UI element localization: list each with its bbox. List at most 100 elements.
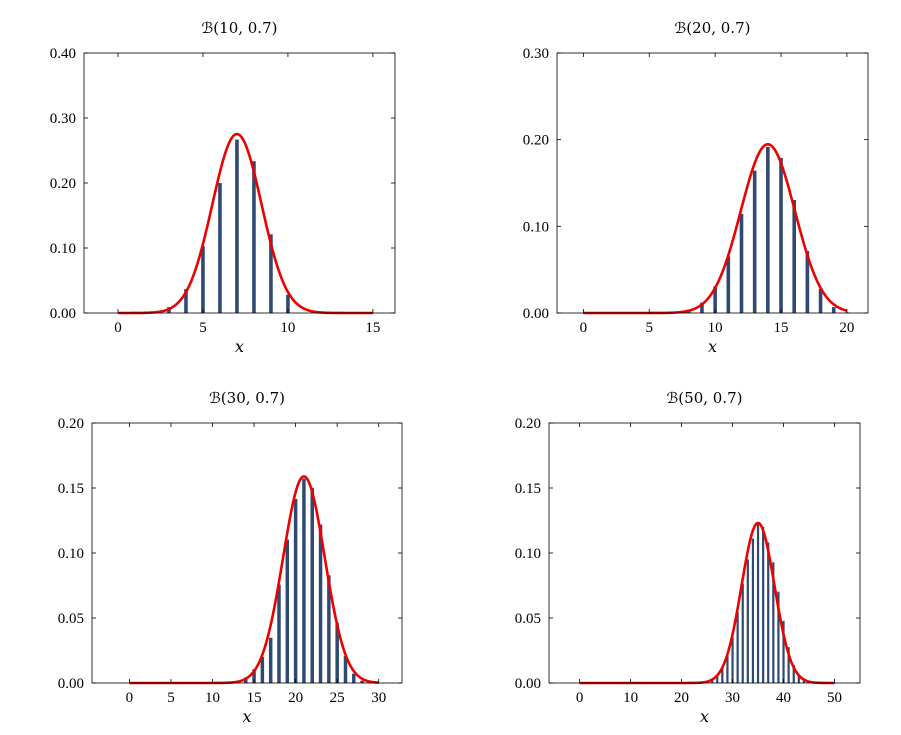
x-tick-label: 10 [708,320,723,336]
bar-x-44 [802,680,806,683]
x-tick-label: 5 [645,320,653,336]
bar-x-26 [343,655,348,683]
bar-x-42 [792,664,795,683]
bar-x-43 [797,675,800,683]
x-axis-label: x [242,707,251,726]
plot-frame [556,52,869,314]
y-tick-label: 0.20 [50,176,76,192]
bar-x-4 [184,289,188,313]
bar-x-19 [285,539,290,683]
chart-panel-3: ℬ(30, 0.7) 0 5 10 15 20 25 30 0.00 0.05 0.10 0.15 0.… [58,389,403,726]
bar-x-9 [700,302,704,313]
bar-x-27 [716,675,719,683]
y-tick-label: 0.20 [58,416,84,432]
chart-title: ℬ(50, 0.7) [667,389,743,407]
normal-curve [129,475,379,685]
x-tick-label: 20 [288,690,303,706]
bar-x-32 [741,583,744,683]
x-tick-label: 0 [126,690,134,706]
x-tick-label: 10 [205,690,220,706]
x-tick-label: 0 [576,690,584,706]
x-tick-label: 50 [827,690,842,706]
x-tick-label: 30 [371,690,386,706]
y-tick-label: 0.30 [50,111,76,127]
y-tick-label: 0.10 [58,546,84,562]
y-tick-label: 0.20 [515,416,541,432]
bar-x-31 [736,612,739,683]
bar-x-12 [739,213,744,313]
x-tick-label: 10 [280,320,295,336]
y-tick-label: 0.10 [515,546,541,562]
bar-x-36 [762,526,765,683]
bar-x-11 [726,256,731,313]
x-tick-label: 0 [114,320,122,336]
bar-x-15 [252,669,256,683]
bar-x-33 [746,559,749,683]
bar-x-6 [218,182,222,313]
y-tick-label: 0.00 [515,676,541,692]
y-tick-label: 0.20 [523,133,549,149]
bar-x-22 [310,487,314,683]
bar-x-26 [711,679,714,683]
y-tick-label: 0.10 [523,219,549,235]
bar-x-8 [252,161,256,313]
x-tick-label: 20 [839,320,854,336]
chart-title: ℬ(30, 0.7) [209,389,285,407]
bar-x-15 [779,157,783,313]
x-axis-label: x [708,337,717,356]
bar-x-30 [731,637,734,683]
bar-x-13 [752,170,757,313]
bar-x-41 [787,647,790,683]
x-tick-label: 20 [674,690,689,706]
bar-x-9 [269,234,273,313]
bar-x-16 [260,656,265,683]
x-tick-label: 15 [774,320,789,336]
y-tick-label: 0.15 [58,481,84,497]
chart-panel-1: ℬ(10, 0.7) 0 5 10 15 0.00 0.10 0.20 0.30 0.40 x [50,19,396,356]
bar-x-24 [327,575,331,683]
bar-x-10 [713,286,717,313]
bar-x-38 [772,562,775,683]
plot-frame [83,52,396,314]
normal-curve [579,521,835,685]
y-tick-label: 0.00 [50,306,76,322]
bar-x-20 [293,498,298,683]
y-tick-label: 0.10 [50,241,76,257]
bar-x-17 [268,637,273,683]
y-tick-label: 0.00 [523,306,549,322]
chart-panel-2: ℬ(20, 0.7) 0 5 10 15 20 0.00 0.10 0.20 0.30 x [523,19,869,356]
y-tick-label: 0.15 [515,481,541,497]
bar-x-37 [767,542,770,683]
bar-x-21 [302,478,306,683]
bar-x-23 [318,524,323,683]
chart-panel-4: ℬ(50, 0.7) 0 10 20 30 40 50 0.00 0.05 0.10 0.15 0.2… [515,389,861,726]
x-tick-label: 30 [725,690,740,706]
bar-x-35 [756,524,760,683]
bar-x-18 [277,584,281,683]
bar-x-14 [766,146,770,313]
bar-x-25 [335,622,339,683]
x-tick-label: 25 [330,690,345,706]
chart-title: ℬ(20, 0.7) [675,19,751,37]
y-tick-label: 0.05 [515,611,541,627]
bar-x-39 [777,591,780,683]
x-tick-label: 15 [365,320,380,336]
x-tick-label: 0 [580,320,588,336]
bar-x-10 [286,294,290,313]
bar-x-19 [831,307,836,313]
bar-x-16 [792,199,797,313]
bar-x-5 [201,246,205,313]
bar-x-34 [751,538,755,683]
chart-title: ℬ(10, 0.7) [202,19,278,37]
x-tick-label: 5 [167,690,175,706]
bar-x-14 [244,677,248,683]
x-tick-label: 5 [199,320,207,336]
x-tick-label: 15 [247,690,262,706]
x-axis-label: x [700,707,709,726]
x-axis-label: x [235,337,244,356]
plot-frame [548,422,861,684]
bar-x-7 [235,139,239,313]
bar-x-27 [352,673,356,683]
x-tick-label: 40 [776,690,791,706]
